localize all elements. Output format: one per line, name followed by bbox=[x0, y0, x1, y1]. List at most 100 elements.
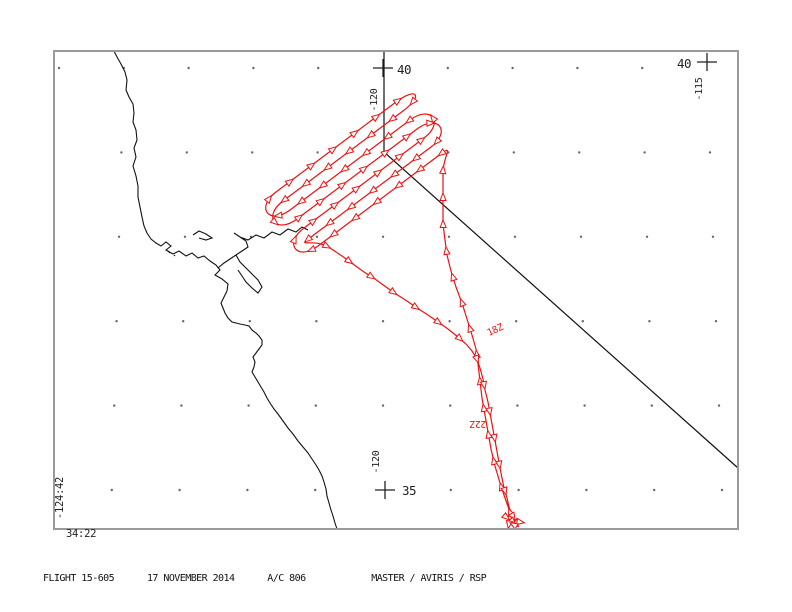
lon-115-top-label: -115 bbox=[694, 77, 705, 100]
time-tick bbox=[389, 169, 400, 178]
time-tick bbox=[479, 380, 488, 391]
time-tick bbox=[321, 241, 332, 249]
lon-120-bottom-label: -120 bbox=[371, 450, 382, 473]
time-tick bbox=[329, 201, 340, 211]
corner-latitude-label: 34:22 bbox=[66, 528, 96, 540]
graticule-dot bbox=[516, 404, 519, 407]
time-tick bbox=[392, 97, 403, 106]
time-tick bbox=[273, 211, 283, 219]
time-tick bbox=[349, 129, 359, 139]
time-tick bbox=[343, 255, 354, 265]
state-border-line bbox=[383, 51, 739, 469]
graticule-dot bbox=[515, 320, 518, 323]
lon-120-top-label: -120 bbox=[369, 88, 380, 111]
graticule-dot bbox=[117, 235, 121, 238]
time-tick bbox=[404, 115, 415, 124]
time-tick bbox=[318, 180, 329, 189]
time-tick bbox=[279, 194, 290, 204]
time-tick bbox=[306, 244, 317, 252]
graticule-dot bbox=[585, 488, 588, 492]
time-tick bbox=[358, 165, 369, 175]
graticule-dot bbox=[641, 66, 644, 70]
time-tick bbox=[416, 136, 426, 146]
time-tick bbox=[411, 153, 422, 162]
graticule-dot bbox=[113, 404, 116, 407]
time-tick bbox=[383, 131, 393, 141]
graticule-dot bbox=[185, 151, 188, 154]
graticule-dots-layer bbox=[57, 66, 724, 492]
graticule-dot bbox=[643, 151, 646, 154]
time-tick bbox=[315, 197, 326, 207]
graticule-dot bbox=[381, 320, 385, 323]
lat-35-label: 35 bbox=[402, 483, 416, 498]
graticule-dot bbox=[717, 404, 721, 407]
graticule-dot bbox=[120, 151, 123, 154]
time-tick bbox=[454, 333, 464, 343]
graticule-dot bbox=[316, 151, 319, 154]
time-annotation-22z: 22Z bbox=[469, 418, 486, 429]
time-tick bbox=[323, 162, 333, 171]
time-tick bbox=[490, 433, 498, 444]
graticule-dot bbox=[511, 66, 514, 70]
graticule-dot bbox=[317, 66, 320, 70]
time-annotation-18z: 18Z bbox=[486, 322, 506, 339]
graticule-dot bbox=[315, 235, 319, 238]
time-tick bbox=[289, 234, 297, 245]
plot-footer: FLIGHT 15-605 17 NOVEMBER 2014 A/C 806 M… bbox=[43, 541, 513, 612]
time-tick bbox=[443, 245, 451, 256]
graticule-dot bbox=[579, 235, 583, 238]
time-tick bbox=[380, 149, 390, 158]
time-tick bbox=[429, 113, 439, 124]
time-tick bbox=[433, 136, 443, 146]
graticule-crosses-layer bbox=[373, 53, 717, 499]
time-tick bbox=[361, 147, 372, 157]
time-tick bbox=[301, 178, 312, 188]
time-tick bbox=[500, 511, 511, 521]
lat-40-right-label: 40 bbox=[677, 56, 691, 71]
footer-flight-line: FLIGHT 15-605 17 NOVEMBER 2014 A/C 806 M… bbox=[43, 573, 487, 584]
time-tick bbox=[366, 129, 377, 139]
time-tick bbox=[350, 212, 361, 222]
time-tick bbox=[415, 164, 426, 173]
graticule-dot bbox=[183, 235, 187, 238]
time-tick bbox=[296, 196, 307, 205]
graticule-dot bbox=[517, 488, 520, 492]
time-tick bbox=[485, 406, 493, 417]
time-tick bbox=[459, 297, 467, 308]
graticule-dot bbox=[653, 488, 656, 492]
graticule-dot bbox=[711, 235, 715, 238]
time-tick bbox=[439, 218, 447, 229]
graticule-dot bbox=[645, 235, 649, 238]
graticule-dot bbox=[314, 404, 317, 407]
graticule-dot bbox=[187, 66, 190, 70]
graticule-dot bbox=[513, 235, 517, 238]
graticule-dot bbox=[314, 488, 317, 492]
graticule-dot bbox=[252, 66, 255, 70]
graticule-dot bbox=[178, 488, 181, 492]
graticule-dot bbox=[720, 488, 724, 492]
time-tick bbox=[394, 152, 405, 162]
time-tick bbox=[366, 271, 376, 280]
time-tick bbox=[472, 354, 480, 365]
time-tick bbox=[372, 196, 383, 206]
graticule-dot bbox=[110, 488, 114, 492]
time-tick bbox=[480, 402, 489, 413]
graticule-dot bbox=[447, 235, 451, 238]
california-coastline bbox=[113, 50, 338, 530]
time-tick bbox=[325, 217, 335, 227]
graticule-dot bbox=[449, 488, 452, 492]
time-ticks-layer bbox=[263, 96, 526, 530]
time-tick bbox=[438, 164, 447, 175]
graticule-dot bbox=[182, 320, 185, 323]
time-tick bbox=[508, 522, 519, 530]
graticule-dot bbox=[578, 151, 581, 154]
time-tick bbox=[388, 286, 398, 296]
graticule-dot bbox=[248, 320, 251, 323]
graticule-dot bbox=[246, 488, 249, 492]
graticule-dot bbox=[708, 151, 712, 154]
graticule-dot bbox=[381, 404, 385, 407]
time-tick bbox=[336, 181, 347, 191]
time-tick bbox=[439, 191, 447, 201]
